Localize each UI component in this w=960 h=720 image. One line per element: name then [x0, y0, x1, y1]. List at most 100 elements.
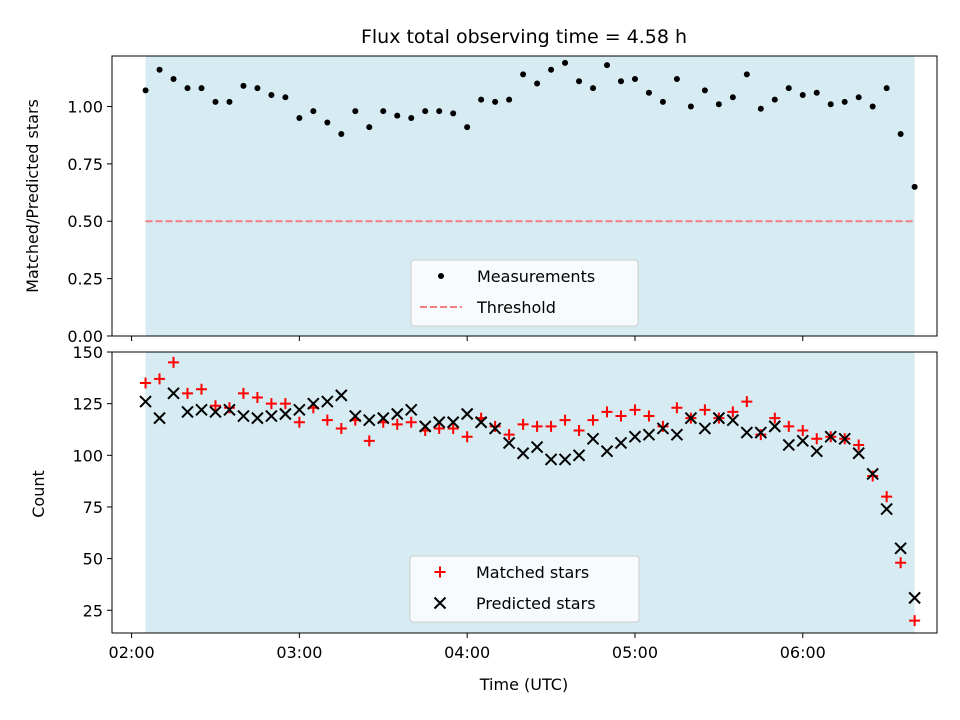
top-y-axis-label: Matched/Predicted stars [23, 99, 42, 293]
x-tick-label: 06:00 [780, 643, 826, 662]
legend-dot-handle [438, 273, 444, 279]
predicted-star-point [460, 407, 474, 421]
matched-star-point [223, 402, 235, 414]
measurement-point [785, 85, 792, 92]
matched-star-point [755, 429, 767, 441]
predicted-star-point [139, 395, 152, 408]
measurement-point [729, 94, 736, 101]
matched-star-point [391, 418, 403, 430]
predicted-star-point [838, 432, 851, 445]
measurement-point [492, 98, 499, 105]
matched-star-point [853, 439, 865, 451]
predicted-star-point [167, 387, 180, 400]
count-points [139, 356, 921, 627]
matched-star-point [405, 416, 417, 428]
legend-marker-handle [434, 566, 446, 578]
predicted-star-point [488, 422, 502, 435]
predicted-star-point [656, 422, 670, 435]
measurement-point [562, 59, 569, 66]
predicted-star-point [181, 405, 194, 419]
measurement-point [534, 80, 541, 87]
matched-star-point [741, 396, 753, 408]
predicted-star-point [614, 436, 628, 450]
predicted-star-point [474, 416, 488, 429]
measurement-point [701, 87, 708, 94]
legend-label: Measurements [477, 267, 595, 286]
measurement-point [422, 108, 429, 115]
matched-star-point [797, 425, 809, 437]
predicted-star-point [712, 411, 726, 425]
matched-star-point [433, 422, 445, 434]
chart-title: Flux total observing time = 4.58 h [361, 26, 687, 48]
matched-star-point [727, 406, 739, 418]
predicted-star-point [279, 407, 292, 421]
measurement-point [827, 101, 834, 108]
measurement-point [883, 85, 890, 92]
matched-star-point [237, 387, 249, 399]
predicted-star-point [153, 411, 166, 425]
predicted-star-point [642, 428, 656, 441]
matched-star-point [545, 420, 557, 432]
matched-star-point [909, 615, 921, 627]
matched-star-point [895, 557, 907, 569]
matched-star-point [209, 400, 221, 412]
measurement-point [436, 108, 443, 115]
x-tick-label: 05:00 [612, 643, 658, 662]
measurement-point [254, 85, 261, 92]
measurement-point [184, 85, 191, 92]
measurement-point [520, 71, 527, 78]
measurement-point [576, 78, 583, 85]
predicted-star-point [391, 407, 404, 421]
top-axes-frame [111, 55, 938, 337]
predicted-star-point [293, 403, 306, 417]
measurement-point [450, 110, 457, 117]
predicted-star-point [628, 430, 642, 443]
measurement-point [897, 131, 904, 138]
bottom-axes-frame [111, 351, 938, 634]
matched-star-point [154, 373, 166, 385]
predicted-star-point [572, 449, 586, 462]
matched-star-point [643, 410, 655, 422]
predicted-star-point [908, 591, 921, 605]
measurement-point [478, 96, 485, 103]
predicted-star-point [377, 411, 390, 425]
top-panel: 0.00 0.25 0.50 0.75 1.00 Matched/Predicted s… [23, 55, 938, 346]
predicted-star-point [223, 403, 236, 417]
matched-star-point [182, 387, 194, 399]
predicted-star-point [768, 420, 782, 433]
matched-star-point [461, 431, 473, 443]
measurement-point [855, 94, 862, 101]
measurement-points [142, 59, 918, 190]
matched-star-point [251, 391, 263, 403]
predicted-star-point [237, 409, 250, 423]
measurement-point [282, 94, 289, 101]
measurement-point [841, 98, 848, 105]
x-tick-label: 03:00 [276, 643, 322, 662]
legend-label: Matched stars [476, 563, 589, 582]
measurement-point [296, 114, 303, 121]
matched-star-point [783, 420, 795, 432]
measurement-point [631, 75, 638, 82]
bottom-y-ticks: 25 50 75 100 125 150 [72, 343, 112, 620]
matched-star-point [195, 383, 207, 395]
predicted-star-point [684, 411, 698, 425]
measurement-point [324, 119, 331, 126]
measurement-point [771, 96, 778, 103]
measurement-point [394, 112, 401, 119]
matched-star-point [503, 429, 515, 441]
measurement-point [743, 71, 750, 78]
matched-star-point [321, 414, 333, 426]
legend-marker-handle [433, 596, 447, 610]
measurement-point [212, 98, 219, 105]
matched-star-point [601, 406, 613, 418]
x-tick-label: 02:00 [109, 643, 155, 662]
predicted-star-point [432, 416, 446, 429]
predicted-star-point [586, 432, 600, 445]
measurement-point [352, 108, 359, 115]
predicted-star-point [544, 453, 558, 466]
x-tick-label: 04:00 [444, 643, 490, 662]
y-tick-label: 0.75 [67, 155, 103, 174]
y-tick-label: 75 [83, 498, 103, 517]
measurement-point [911, 183, 918, 190]
